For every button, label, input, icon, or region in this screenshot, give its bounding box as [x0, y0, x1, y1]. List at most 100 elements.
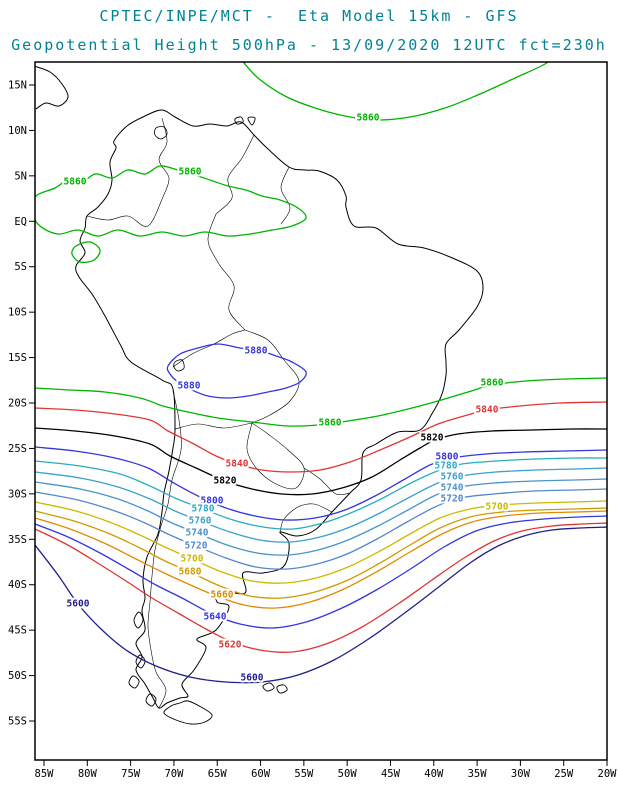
contour-line-5700 — [35, 500, 607, 584]
island-outline — [247, 116, 256, 126]
lat-tick-label: 5N — [14, 170, 27, 182]
lon-tick-label: 45W — [381, 768, 401, 780]
lat-tick-label: 50S — [8, 670, 27, 682]
contour-line-5860 — [71, 241, 101, 264]
contour-label-5600: 5600 — [67, 599, 90, 610]
map-title-line1: CPTEC/INPE/MCT - Eta Model 15km - GFS — [99, 7, 519, 25]
contour-line-5680 — [35, 507, 607, 599]
island-outline — [276, 684, 288, 694]
contour-line-5760 — [35, 467, 607, 543]
map-content: 5860 5860 5860 5880 5880 5860 5860 5840 5840 5820… — [35, 62, 607, 725]
contour-label-5880: 5880 — [245, 346, 268, 357]
lon-tick-label: 65W — [208, 768, 228, 780]
contour-label-5780: 5780 — [192, 504, 215, 515]
lon-tick-label: 40W — [424, 768, 444, 780]
lat-tick-label: 40S — [8, 579, 27, 591]
lat-tick-label: 15S — [8, 352, 27, 364]
island-outline — [135, 654, 146, 669]
contour-label-5840: 5840 — [476, 405, 499, 416]
country-border — [172, 329, 246, 368]
contour-label-5820: 5820 — [421, 433, 444, 444]
contour-line-5860 — [35, 165, 307, 237]
coastline-south-america — [75, 109, 484, 709]
lon-tick-label: 50W — [338, 768, 358, 780]
contour-label-5660: 5660 — [211, 590, 234, 601]
country-border — [147, 390, 182, 709]
contour-label-5700: 5700 — [181, 554, 204, 565]
contour-label-5720: 5720 — [185, 541, 208, 552]
lon-tick-label: 75W — [121, 768, 141, 780]
island-outline — [128, 675, 140, 689]
contour-label-5620: 5620 — [219, 640, 242, 651]
contour-line-5860 — [35, 377, 607, 427]
coastline-fragment — [35, 65, 69, 110]
lon-tick-label: 55W — [294, 768, 314, 780]
contour-label-5680: 5680 — [179, 567, 202, 578]
contour-label-5760: 5760 — [441, 472, 464, 483]
lon-tick-label: 30W — [511, 768, 531, 780]
lon-tick-label: 25W — [554, 768, 574, 780]
lat-tick-label: 35S — [8, 534, 27, 546]
country-border — [158, 117, 170, 198]
island-outline — [163, 700, 213, 725]
contour-line-5720 — [35, 488, 607, 570]
contour-label-5700: 5700 — [486, 502, 509, 513]
contour-label-5740: 5740 — [441, 483, 464, 494]
contour-label-5720: 5720 — [441, 494, 464, 505]
contour-label-5800: 5800 — [201, 496, 224, 507]
contour-label-5780: 5780 — [435, 461, 458, 472]
country-border — [174, 422, 253, 430]
country-border — [207, 213, 246, 331]
contour-label-5840: 5840 — [226, 459, 249, 470]
island-outline — [262, 682, 275, 692]
contour-label-5860: 5860 — [481, 378, 504, 389]
country-border — [244, 329, 300, 424]
lat-tick-label: 30S — [8, 488, 27, 500]
contour-line-5740 — [35, 478, 607, 556]
contour-label-5600: 5600 — [241, 673, 264, 684]
contour-label-5820: 5820 — [214, 476, 237, 487]
lon-tick-label: 20W — [598, 768, 618, 780]
contour-line-5800 — [35, 446, 607, 521]
lon-tick-label: 85W — [35, 768, 55, 780]
contour-label-5740: 5740 — [186, 528, 209, 539]
contour-label-5760: 5760 — [189, 516, 212, 527]
contour-line-5820 — [35, 427, 607, 496]
contour-line-5640 — [35, 515, 607, 629]
map-title-line2: Geopotential Height 500hPa - 13/09/2020 … — [11, 36, 607, 54]
country-border — [215, 134, 255, 215]
contour-line-5600 — [35, 526, 607, 684]
island-outline — [145, 693, 157, 707]
contour-line-5860 — [242, 62, 549, 121]
contour-label-5860: 5860 — [179, 167, 202, 178]
contour-line-5780 — [35, 457, 607, 530]
lon-tick-label: 60W — [251, 768, 271, 780]
lon-tick-label: 70W — [164, 768, 184, 780]
contour-label-5860: 5860 — [64, 177, 87, 188]
island-outline — [234, 116, 244, 125]
contour-line-5880 — [166, 343, 307, 399]
country-border — [246, 422, 305, 490]
contour-label-5800: 5800 — [436, 452, 459, 463]
contour-label-5640: 5640 — [204, 612, 227, 623]
country-border — [280, 166, 291, 225]
lat-tick-label: EQ — [14, 216, 27, 228]
contour-line-5840 — [35, 401, 607, 473]
lake-outline — [154, 126, 168, 140]
contour-label-5880: 5880 — [178, 381, 201, 392]
contour-line-5660 — [35, 510, 607, 609]
contour-line-5620 — [35, 522, 607, 653]
lat-tick-label: 10S — [8, 307, 27, 319]
lat-tick-label: 55S — [8, 716, 27, 728]
country-border — [279, 503, 333, 533]
contour-label-5860: 5860 — [319, 418, 342, 429]
country-border — [86, 196, 164, 227]
map-frame — [34, 61, 608, 761]
lat-tick-label: 45S — [8, 625, 27, 637]
lat-tick-label: 25S — [8, 443, 27, 455]
lon-tick-label: 80W — [78, 768, 98, 780]
contour-label-5860: 5860 — [357, 113, 380, 124]
lat-tick-label: 20S — [8, 398, 27, 410]
lat-tick-label: 10N — [8, 125, 27, 137]
